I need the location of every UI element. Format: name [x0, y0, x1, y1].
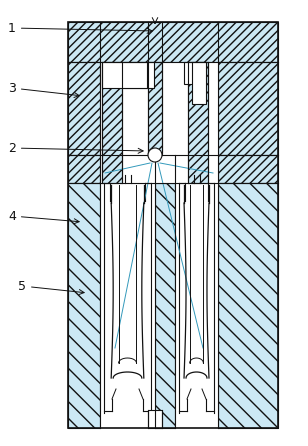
Bar [188, 62, 208, 183]
Bar [148, 62, 162, 153]
Text: 3: 3 [8, 82, 79, 98]
Polygon shape [68, 22, 278, 62]
Bar [175, 155, 218, 428]
Polygon shape [155, 155, 175, 183]
Text: 2: 2 [8, 141, 143, 154]
Bar [100, 155, 155, 428]
Circle shape [148, 148, 162, 162]
Bar [184, 62, 206, 84]
Bar [102, 62, 147, 88]
Text: 4: 4 [8, 210, 79, 224]
Polygon shape [218, 62, 278, 155]
Polygon shape [68, 62, 100, 155]
Bar [192, 62, 206, 104]
Polygon shape [155, 183, 175, 428]
Text: 1: 1 [8, 21, 152, 34]
Bar [102, 62, 122, 183]
Polygon shape [218, 155, 278, 183]
Bar [68, 22, 278, 428]
Text: 5: 5 [18, 280, 84, 294]
Polygon shape [68, 155, 100, 183]
Bar [100, 62, 218, 155]
Bar [148, 410, 162, 428]
Bar [100, 155, 218, 183]
Bar [124, 62, 154, 88]
Polygon shape [68, 183, 100, 428]
Polygon shape [218, 183, 278, 428]
